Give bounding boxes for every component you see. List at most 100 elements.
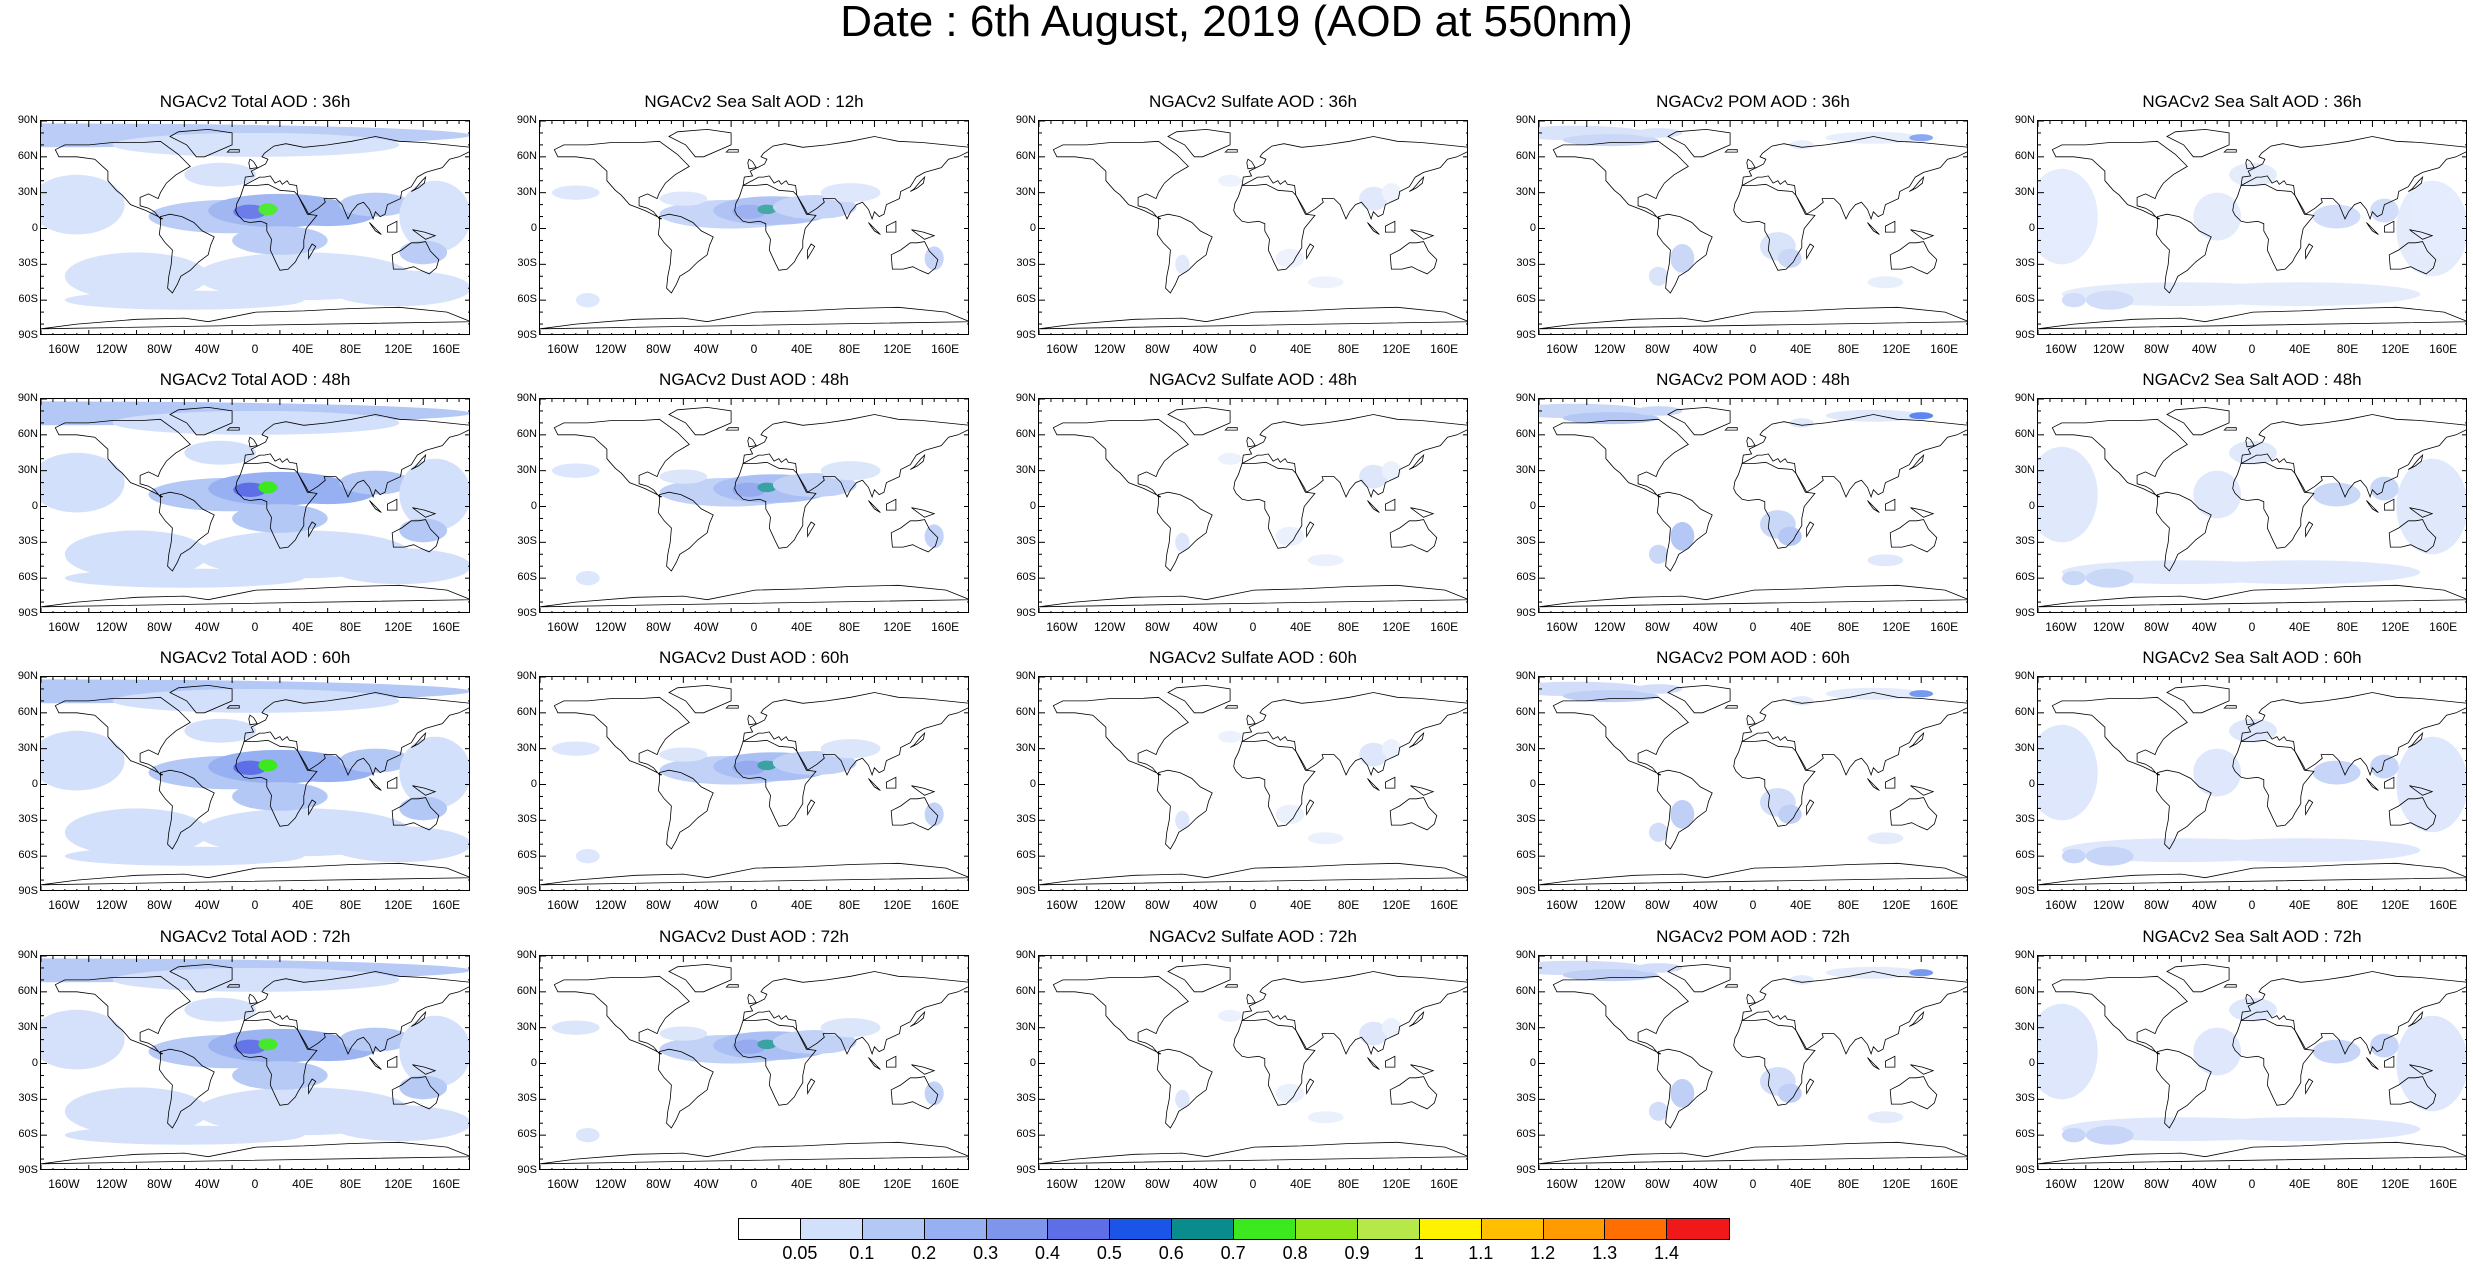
aod-patch: [732, 760, 766, 775]
axis-ticks: [41, 956, 469, 1169]
coastline: [668, 684, 732, 714]
longitude-tick-label: 80W: [147, 1177, 172, 1191]
coastline: [248, 158, 258, 170]
aod-patch: [1867, 276, 1904, 289]
coastline: [1909, 731, 1925, 748]
coastline: [2223, 705, 2237, 709]
coastline: [235, 1018, 318, 1106]
aod-patch: [41, 1009, 125, 1070]
aod-patch: [2061, 293, 2086, 308]
coastline: [2383, 776, 2395, 789]
longitude-tick-label: 160W: [48, 342, 80, 356]
longitude-tick-label: 40E: [1790, 342, 1812, 356]
latitude-tick-label: 60S: [517, 571, 537, 584]
latitude-tick-label: 30S: [517, 535, 537, 548]
coastline: [169, 684, 233, 714]
aod-patch: [41, 730, 125, 791]
longitude-tick-label: 120W: [594, 1177, 627, 1191]
coastline: [243, 136, 469, 221]
longitude-tick-label: 40W: [1692, 620, 1718, 634]
latitude-tick-label: 90S: [517, 885, 537, 897]
latitude-tick-label: 90N: [2014, 949, 2035, 961]
longitude-tick-label: 80E: [339, 898, 362, 912]
color-scale-swatch: [1110, 1219, 1173, 1239]
latitude-tick-label: 0: [2028, 1056, 2035, 1069]
coastline: [1156, 769, 1213, 850]
latitude-tick-label: 30N: [1015, 741, 1036, 754]
coastline: [910, 731, 926, 748]
longitude-tick-label: 160E: [1930, 898, 1959, 912]
longitude-tick-label: 160W: [2045, 620, 2077, 634]
latitude-tick-label: 0: [530, 777, 537, 790]
latitude-tick-label: 60N: [516, 705, 537, 718]
coastline: [1909, 1010, 1925, 1027]
latitude-tick-label: 60S: [18, 293, 38, 306]
axis-ticks: [2038, 399, 2466, 612]
axis-ticks: [41, 121, 469, 334]
aod-patch: [399, 1015, 469, 1088]
longitude-tick-label: 0: [251, 342, 259, 356]
longitude-tick-label: 80W: [1645, 898, 1670, 912]
coastline: [1539, 584, 1967, 608]
latitude-tick-label: 90S: [1016, 607, 1036, 619]
coastline: [1224, 705, 1238, 709]
coastline: [2232, 1018, 2315, 1106]
longitude-tick-label: 160W: [2045, 1177, 2077, 1191]
aod-patch: [1218, 174, 1243, 187]
coastline: [226, 705, 240, 709]
longitude-tick-label: 0: [2248, 342, 2256, 356]
latitude-tick-label: 30S: [2015, 813, 2035, 826]
aod-patch: [757, 760, 777, 771]
longitude-tick-label: 40W: [194, 620, 220, 634]
aod-field: [41, 679, 469, 866]
color-scale-label: 0.05: [782, 1243, 818, 1263]
latitude-tick-label: 30N: [516, 185, 537, 198]
coastline: [890, 797, 939, 831]
axis-ticks: [2038, 956, 2466, 1169]
coastline: [1806, 799, 1815, 816]
coastline: [1552, 418, 1689, 498]
coastline: [553, 975, 690, 1055]
coastline: [54, 140, 191, 220]
aod-patch: [575, 1128, 600, 1143]
longitude-tick-label: 120E: [1882, 1177, 1911, 1191]
world-map-svg: [41, 399, 469, 612]
coastline: [1156, 491, 1213, 572]
coastline: [742, 971, 968, 1056]
coastline: [1384, 220, 1396, 233]
latitude-tick-label: 0: [1529, 777, 1536, 790]
aod-patch: [659, 747, 708, 762]
coastline: [369, 222, 382, 235]
aod-patch: [1381, 183, 1401, 203]
longitude-tick-label: 120E: [2381, 1177, 2410, 1191]
color-scale-label: 0.9: [1344, 1243, 1370, 1263]
coastline: [747, 436, 757, 448]
latitude-tick-label: 30S: [18, 257, 38, 270]
axis-ticks: [540, 399, 968, 612]
latitude-tick-label: 90N: [1015, 670, 1036, 682]
longitude-tick-label: 40E: [1290, 342, 1312, 356]
coastline: [2366, 778, 2379, 791]
aod-patch: [1307, 1111, 1344, 1124]
coastline: [1241, 692, 1467, 777]
coastline: [1733, 1018, 1816, 1106]
coastline: [2388, 797, 2437, 831]
coastlines: [1539, 963, 1967, 1165]
coastline: [1746, 993, 1756, 1005]
longitude-tick-label: 0: [251, 898, 259, 912]
latitude-tick-label: 60N: [17, 705, 38, 718]
longitude-tick-label: 0: [1749, 342, 1757, 356]
aod-patch: [1670, 1079, 1695, 1108]
coastline: [1552, 140, 1689, 220]
aod-field: [2038, 162, 2466, 310]
latitude-tick-label: 30N: [2014, 1020, 2035, 1033]
longitude-tick-label: 0: [1749, 1177, 1757, 1191]
aod-patch: [924, 246, 944, 271]
coastline: [411, 731, 427, 748]
coastline: [235, 183, 318, 271]
longitude-tick-label: 120W: [594, 898, 627, 912]
coastlines: [1539, 406, 1967, 608]
coastline: [2409, 229, 2434, 240]
coastline: [1233, 461, 1316, 549]
coastline: [2240, 692, 2466, 777]
